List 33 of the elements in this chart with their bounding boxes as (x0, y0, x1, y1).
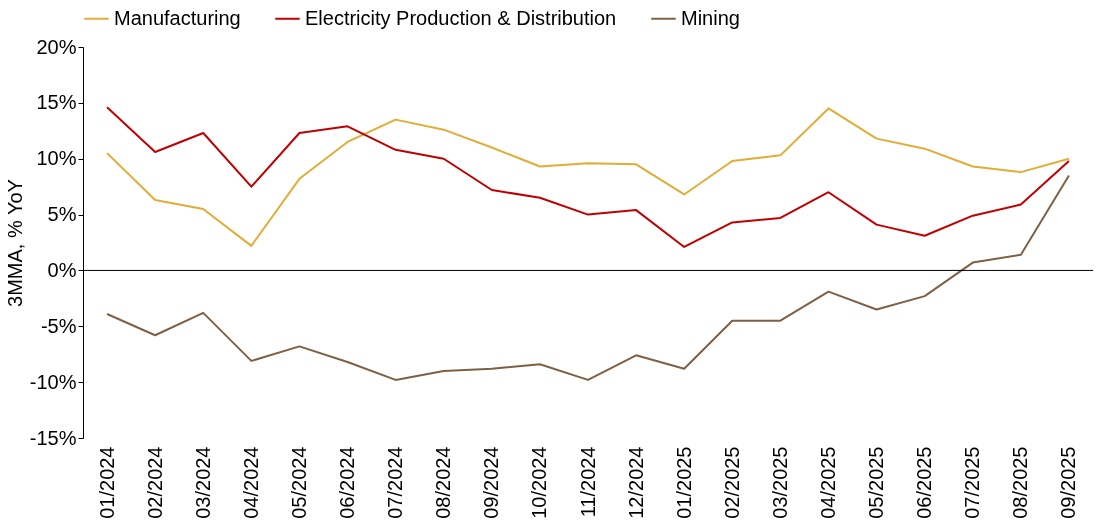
x-tick-label: 10/2024 (528, 446, 551, 519)
x-tick-label: 04/2025 (816, 446, 839, 519)
x-tick-label: 03/2024 (191, 446, 214, 519)
y-tick-label: 0% (47, 258, 77, 281)
x-tick-label: 03/2025 (768, 446, 791, 519)
x-tick-label: 11/2024 (576, 446, 599, 518)
x-tick-label: 01/2025 (672, 446, 695, 519)
y-tick-label: -10% (29, 370, 77, 393)
y-tick-label: 15% (36, 91, 77, 114)
x-tick-label: 12/2024 (624, 446, 647, 519)
x-tick-label: 01/2024 (95, 446, 118, 519)
x-tick-label: 08/2024 (432, 446, 455, 519)
y-tick-label: -15% (29, 426, 77, 449)
x-tick-label: 05/2024 (287, 446, 310, 519)
x-tick-label: 04/2024 (239, 446, 262, 519)
x-tick-label: 09/2025 (1057, 446, 1080, 519)
x-tick-label: 07/2025 (961, 446, 984, 519)
y-tick-label: 20% (36, 35, 77, 58)
y-tick-label: 5% (47, 203, 77, 226)
x-tick-label: 08/2025 (1009, 446, 1032, 519)
x-tick-label: 09/2024 (480, 446, 503, 519)
x-tick-label: 05/2025 (865, 446, 888, 519)
legend-label: Manufacturing (114, 6, 241, 29)
x-tick-label: 02/2024 (143, 446, 166, 519)
legend-label: Electricity Production & Distribution (305, 6, 617, 29)
legend-label: Mining (681, 6, 740, 29)
y-tick-label: -5% (40, 314, 77, 337)
x-tick-label: 06/2025 (913, 446, 936, 519)
y-axis-title: 3MMA, % YoY (3, 179, 26, 307)
x-tick-label: 06/2024 (336, 446, 359, 519)
x-tick-label: 02/2025 (720, 446, 743, 519)
x-tick-label: 07/2024 (384, 446, 407, 519)
y-tick-label: 10% (36, 147, 77, 170)
